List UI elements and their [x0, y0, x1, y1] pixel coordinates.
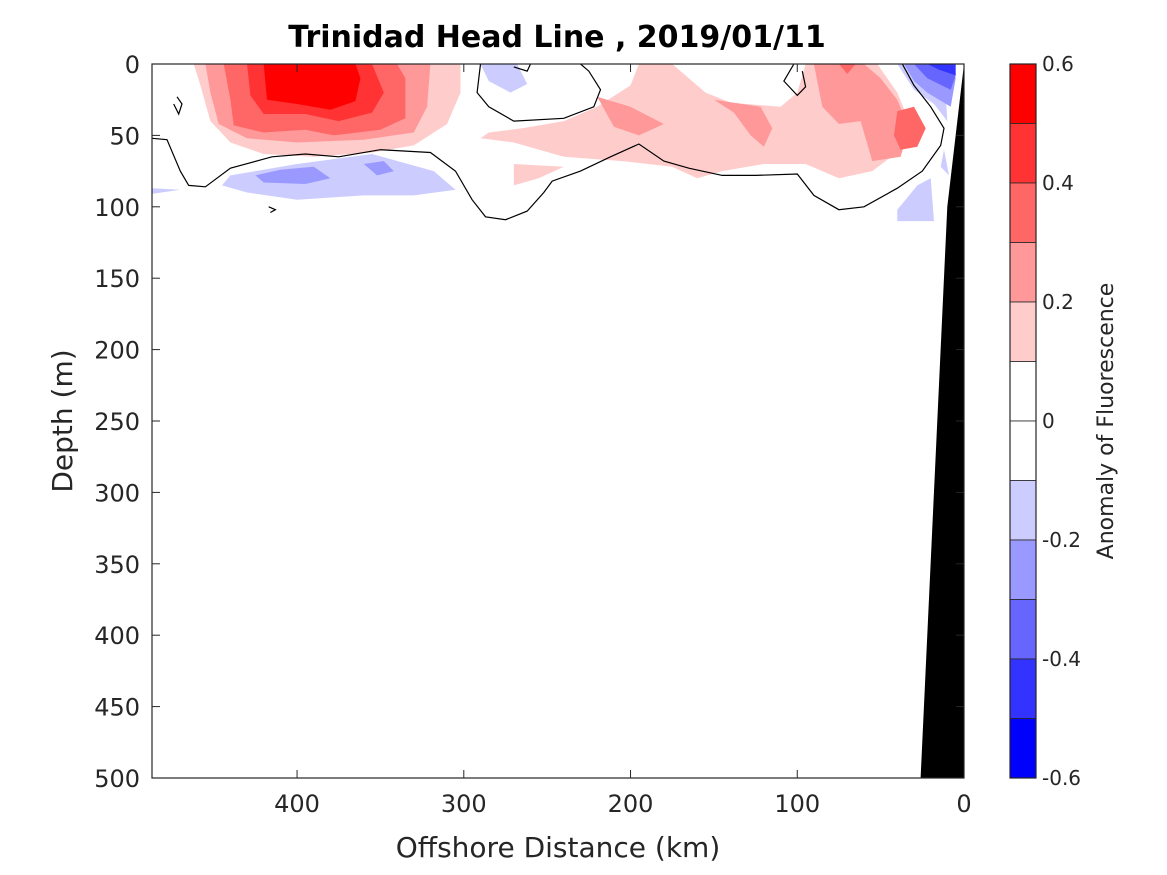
contour-region-4: [263, 64, 361, 110]
colorbar-label: Anomaly of Fluorescence: [1094, 283, 1119, 560]
x-tick-label: 200: [608, 790, 654, 818]
colorbar-tick-label: -0.2: [1042, 528, 1081, 552]
colorbar-swatch-8: [1009, 539, 1037, 600]
colorbar-tick-label: -0.4: [1042, 647, 1081, 671]
colorbar-swatch-4: [1009, 301, 1037, 362]
x-tick-label: 0: [956, 790, 971, 818]
contour-region-21: [897, 178, 934, 222]
plot-frame: [151, 63, 965, 779]
colorbar-swatch-7: [1009, 480, 1037, 541]
contour-region-14: [363, 161, 394, 176]
colorbar-frame: [1009, 63, 1037, 779]
contour-region-9: [813, 64, 909, 162]
y-tick-label: 250: [94, 408, 140, 436]
colorbar-tick-label: 0.4: [1042, 171, 1074, 195]
y-tick-label: 300: [94, 479, 140, 507]
y-tick-label: 450: [94, 694, 140, 722]
seafloor-bathymetry: [920, 64, 964, 778]
y-tick-label: 400: [94, 622, 140, 650]
colorbar-tick-label: -0.6: [1042, 766, 1081, 790]
colorbar-swatch-11: [1009, 718, 1037, 779]
y-tick-label: 100: [94, 194, 140, 222]
x-tick-labels: 400 300 200 100 0: [274, 790, 971, 818]
colorbar: [1009, 63, 1037, 779]
contour-region-7: [597, 96, 664, 136]
contour-region-10: [838, 64, 856, 74]
colorbar-tick-label: 0: [1042, 409, 1055, 433]
contour-region-5: [480, 64, 909, 179]
y-tick-label: 50: [109, 122, 140, 150]
contour-region-15: [152, 188, 181, 194]
zero-contour-line-5: [513, 64, 532, 72]
colorbar-swatch-3: [1009, 242, 1037, 303]
contour-region-13: [255, 166, 331, 184]
x-tick-label: 400: [274, 790, 320, 818]
x-axis-label: Offshore Distance (km): [396, 831, 721, 864]
colorbar-swatch-6: [1009, 420, 1037, 481]
zero-contour-line-3: [173, 96, 183, 116]
y-axis-label: Depth (m): [46, 349, 79, 492]
contour-region-16: [480, 64, 528, 93]
x-tick-label: 300: [441, 790, 487, 818]
contour-region-20: [927, 64, 956, 76]
contour-region-12: [222, 154, 456, 200]
colorbar-swatch-2: [1009, 182, 1037, 243]
colorbar-swatch-10: [1009, 658, 1037, 719]
y-tick-label: 350: [94, 551, 140, 579]
colorbar-tick-label: 0.2: [1042, 290, 1074, 314]
chart-title: Trinidad Head Line , 2019/01/11: [288, 20, 825, 55]
contour-fill-layer: [152, 64, 956, 222]
contour-region-8: [713, 99, 773, 147]
colorbar-swatch-0: [1009, 63, 1037, 124]
y-tick-label: 500: [94, 765, 140, 793]
y-tick-label: 150: [94, 265, 140, 293]
zero-contour-layer: [152, 64, 945, 221]
colorbar-swatch-9: [1009, 599, 1037, 660]
zero-contour-line-2: [783, 64, 807, 97]
colorbar-tick-labels: 0.6 0.4 0.2 0 -0.2 -0.4 -0.6: [1042, 52, 1081, 790]
contour-region-22: [940, 149, 949, 176]
colorbar-swatch-5: [1009, 361, 1037, 422]
zero-contour-line-0: [152, 64, 945, 221]
zero-contour-line-4: [268, 206, 277, 214]
x-tick-label: 100: [774, 790, 820, 818]
contour-region-11: [894, 106, 926, 150]
colorbar-tick-label: 0.6: [1042, 52, 1074, 76]
colorbar-swatch-1: [1009, 123, 1037, 184]
y-tick-label: 0: [125, 51, 140, 79]
bathymetry-layer: [920, 64, 964, 778]
zero-contour-line-1: [476, 64, 602, 122]
y-tick-labels: 0 50 100 150 200 250 300 350 400 450 500: [94, 51, 140, 793]
contour-region-6: [513, 164, 564, 186]
y-tick-label: 200: [94, 337, 140, 365]
